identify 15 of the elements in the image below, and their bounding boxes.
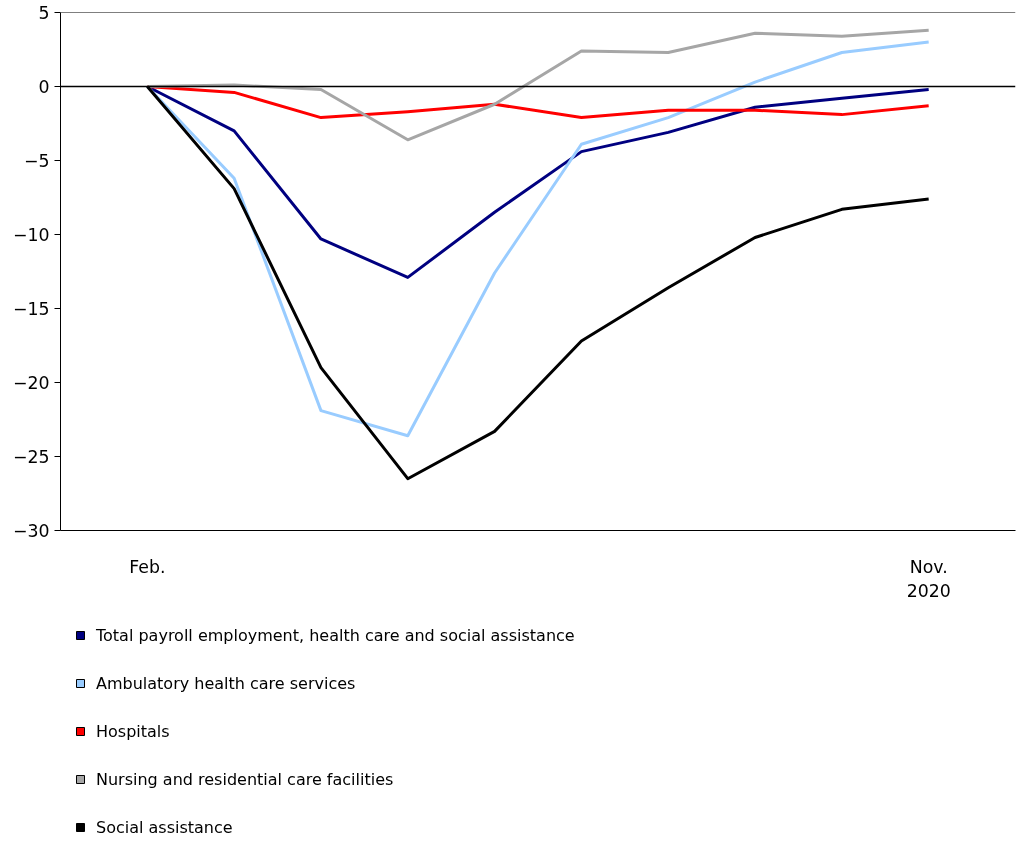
y-tick-label: −25 (12, 447, 50, 467)
x-tick-label: Feb. (129, 556, 166, 577)
y-tick-label: 0 (38, 77, 50, 97)
y-tick-label: −20 (12, 373, 50, 393)
legend-label: Ambulatory health care services (96, 673, 356, 693)
x-tick-label: Nov. 2020 (906, 556, 951, 601)
legend-label: Total payroll employment, health care and social assistance (96, 625, 575, 645)
legend-label: Hospitals (96, 721, 170, 741)
y-tick-label: −30 (12, 521, 50, 541)
y-tick-label: −15 (12, 299, 50, 319)
legend-label: Nursing and residential care facilities (96, 769, 394, 789)
y-tick-label: −5 (23, 151, 50, 171)
legend-label: Social assistance (96, 817, 233, 837)
y-tick-label: 5 (38, 3, 50, 23)
y-tick-label: −10 (12, 225, 50, 245)
